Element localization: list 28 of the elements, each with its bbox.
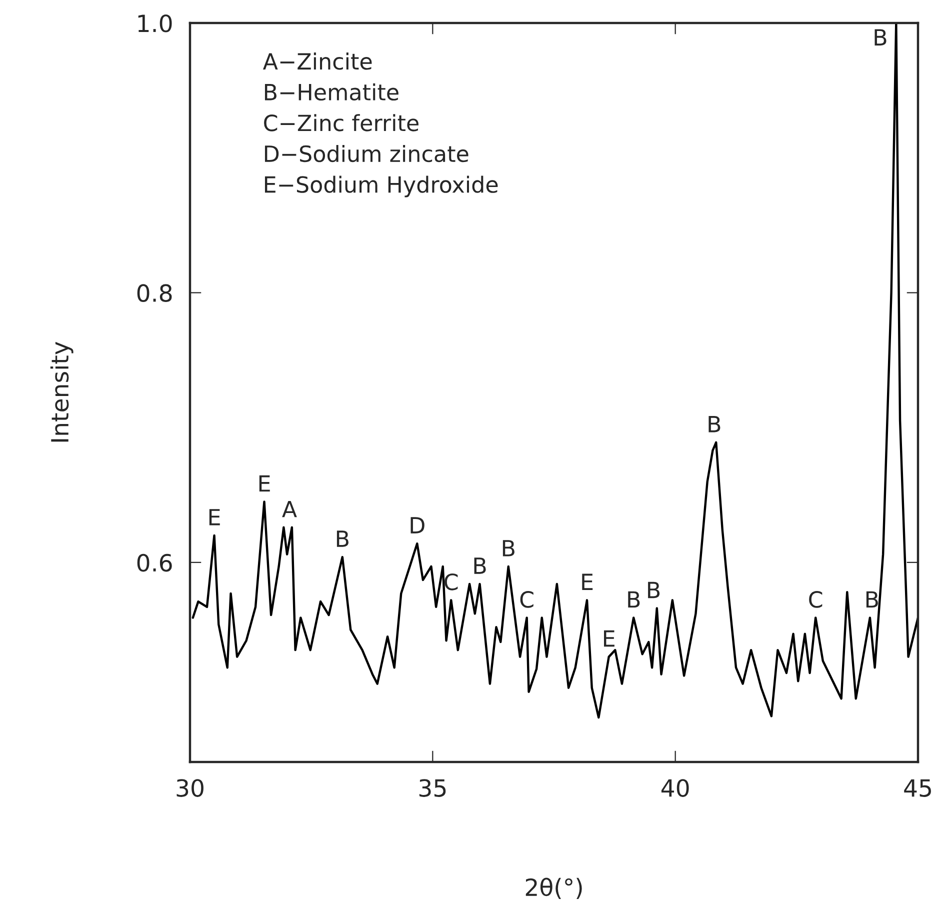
annotation: C <box>444 574 458 590</box>
annotation: B <box>474 558 486 574</box>
annotation: D <box>410 517 424 534</box>
annotation: B <box>628 591 640 608</box>
annotation: B <box>708 416 720 432</box>
line-series <box>192 23 918 719</box>
annotation: E <box>582 574 593 590</box>
annotation: B <box>336 530 348 547</box>
annotation: C <box>520 591 534 608</box>
annotation: E <box>604 630 614 647</box>
y-tick-label: 1.0 <box>138 14 172 32</box>
x-tick-label: 30 <box>176 779 204 797</box>
y-tick-label: 0.8 <box>137 284 172 302</box>
annotation: E <box>209 509 220 526</box>
annotation: B <box>502 540 514 556</box>
y-axis-title: Intensity <box>50 342 74 442</box>
x-tick-label: 45 <box>904 779 931 797</box>
x-axis-title: 2θ(°) <box>526 878 582 899</box>
x-tick-label: 40 <box>661 779 689 797</box>
annotation: B <box>874 29 886 46</box>
annotation: E <box>259 475 270 492</box>
annotation: A <box>282 500 297 518</box>
x-tick-label: 35 <box>419 779 446 797</box>
annotation: B <box>648 582 660 598</box>
y-tick-label: 0.6 <box>137 554 172 572</box>
annotation: C <box>809 591 822 608</box>
annotation: A−Zincite B−Hematite C−Zinc ferrite D−Sodium zincate E−Sodium Hydroxide <box>262 52 498 198</box>
annotation: B <box>866 591 878 608</box>
